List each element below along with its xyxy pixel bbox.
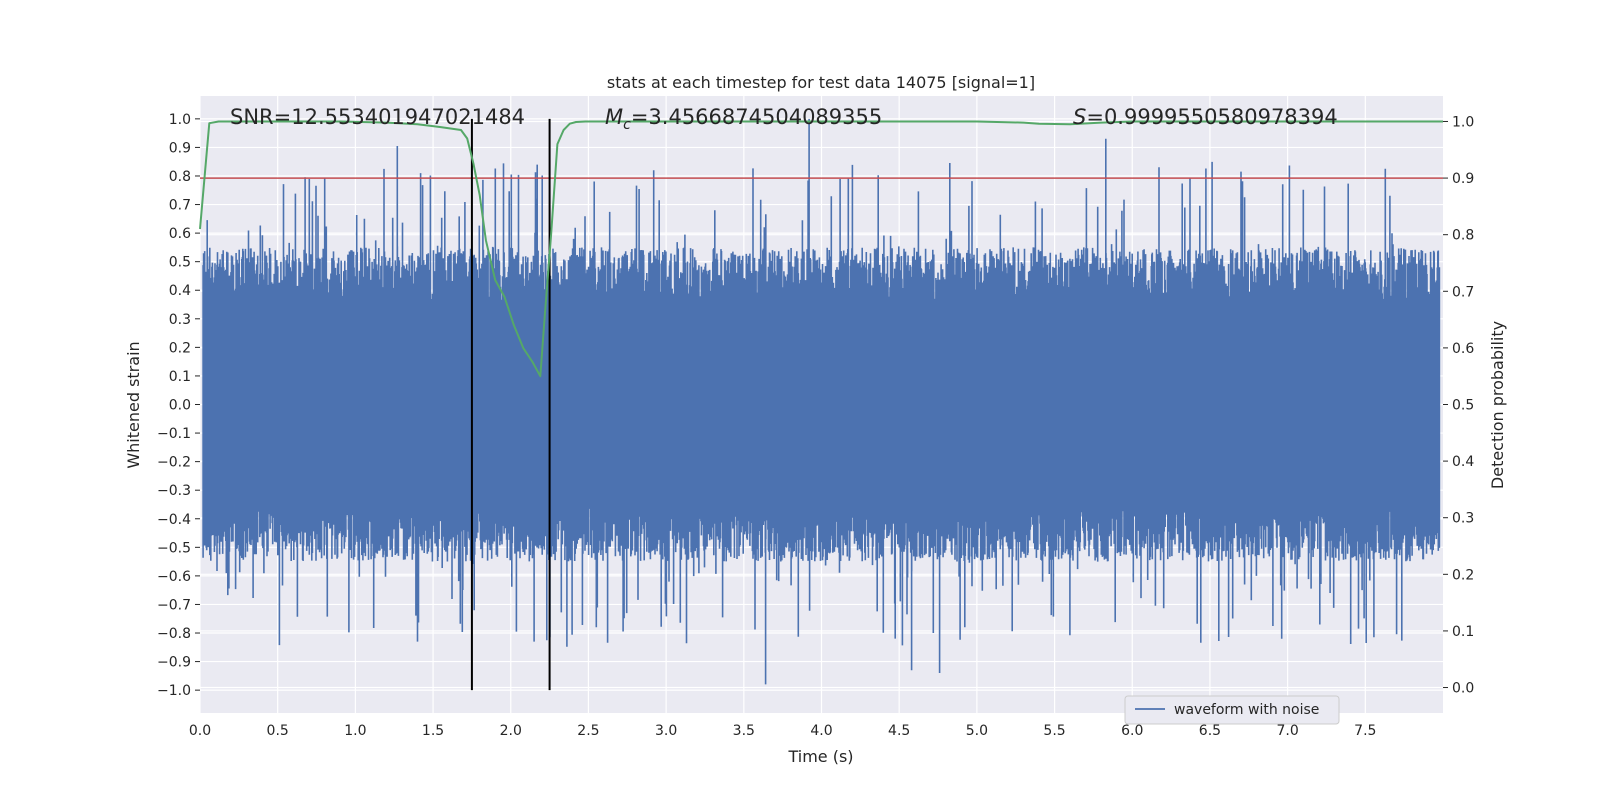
x-tick-label: 4.5 (888, 723, 910, 739)
x-tick-label: 2.5 (577, 723, 599, 739)
legend-label-waveform: waveform with noise (1174, 702, 1319, 718)
y-tick-label: 0.5 (169, 255, 191, 271)
x-tick-label: 3.5 (733, 723, 755, 739)
y-tick-label: −0.4 (157, 512, 191, 528)
chirp-mass-annotation: Mc=3.4566874504089355 (605, 105, 882, 133)
y2-tick-label: 0.5 (1452, 398, 1474, 414)
x-axis-label: Time (s) (787, 747, 853, 766)
y2-tick-label: 0.2 (1452, 567, 1474, 583)
y-tick-label: 0.8 (169, 169, 191, 185)
x-tick-label: 4.0 (810, 723, 832, 739)
waveform-series (202, 118, 1441, 685)
x-tick-label: 0.5 (267, 723, 289, 739)
y-tick-label: −0.2 (157, 455, 191, 471)
y-tick-label: 1.0 (169, 112, 191, 128)
x-tick-label: 7.0 (1276, 723, 1298, 739)
x-tick-label: 7.5 (1354, 723, 1376, 739)
detection-probability-series (199, 120, 1443, 378)
y-tick-label: 0.6 (169, 226, 191, 242)
score-value: =0.9999550580978394 (1086, 105, 1337, 129)
x-tick-label: 1.0 (344, 723, 366, 739)
y2-tick-label: 0.9 (1452, 171, 1474, 187)
overlay-lines (200, 118, 1443, 691)
y-tick-label: −0.3 (157, 483, 191, 499)
y2-tick-label: 1.0 (1452, 114, 1474, 130)
y-tick-label: −0.7 (157, 597, 191, 613)
y2-tick-label: 0.6 (1452, 341, 1474, 357)
y2-tick-label: 0.3 (1452, 511, 1474, 527)
chart-title: stats at each timestep for test data 140… (607, 73, 1035, 92)
y2-tick-label: 0.8 (1452, 228, 1474, 244)
y-tick-label: 0.3 (169, 312, 191, 328)
chirp-mass-symbol: M (605, 105, 623, 129)
y-tick-label: 0.0 (169, 398, 191, 414)
y-tick-label: 0.1 (169, 369, 191, 385)
x-tick-label: 0.0 (189, 723, 211, 739)
y-axis-label: Whitened strain (124, 341, 143, 468)
y2-tick-label: 0.0 (1452, 681, 1474, 697)
chirp-mass-value: =3.4566874504089355 (631, 105, 882, 129)
y-tick-label: −1.0 (157, 683, 191, 699)
legend-box (1124, 695, 1340, 725)
x-tick-label: 1.5 (422, 723, 444, 739)
score-annotation: S=0.9999550580978394 (1073, 105, 1338, 129)
x-tick-label: 3.0 (655, 723, 677, 739)
y-tick-label: −0.9 (157, 655, 191, 671)
y2-tick-label: 0.4 (1452, 454, 1474, 470)
y-tick-label: 0.2 (169, 340, 191, 356)
y-tick-label: −0.8 (157, 626, 191, 642)
snr-annotation: SNR=12.553401947021484 (230, 105, 525, 129)
axis-ticks: 0.0 0.5 1.0 1.5 2.0 2.5 3.0 3.5 4.0 4.5 5.0 5.5 6.0 6… (157, 112, 1474, 739)
y-tick-label: −0.6 (157, 569, 191, 585)
y-tick-label: −0.5 (157, 540, 191, 556)
y-tick-label: −0.1 (157, 426, 191, 442)
x-tick-label: 6.0 (1121, 723, 1143, 739)
score-symbol: S (1073, 105, 1086, 129)
chirp-mass-subscript: c (623, 117, 631, 133)
y2-axis-label: Detection probability (1488, 321, 1507, 489)
legend: waveform with noise (1124, 695, 1340, 725)
x-tick-label: 5.0 (966, 723, 988, 739)
x-tick-label: 2.0 (500, 723, 522, 739)
detection-probability-line (199, 120, 1443, 378)
x-tick-label: 5.5 (1043, 723, 1065, 739)
y2-tick-label: 0.7 (1452, 284, 1474, 300)
waveform-dense-band (203, 343, 1440, 466)
y2-tick-label: 0.1 (1452, 624, 1474, 640)
y-tick-label: 0.4 (169, 283, 191, 299)
y-tick-label: 0.7 (169, 198, 191, 214)
x-tick-label: 6.5 (1199, 723, 1221, 739)
y-tick-label: 0.9 (169, 140, 191, 156)
